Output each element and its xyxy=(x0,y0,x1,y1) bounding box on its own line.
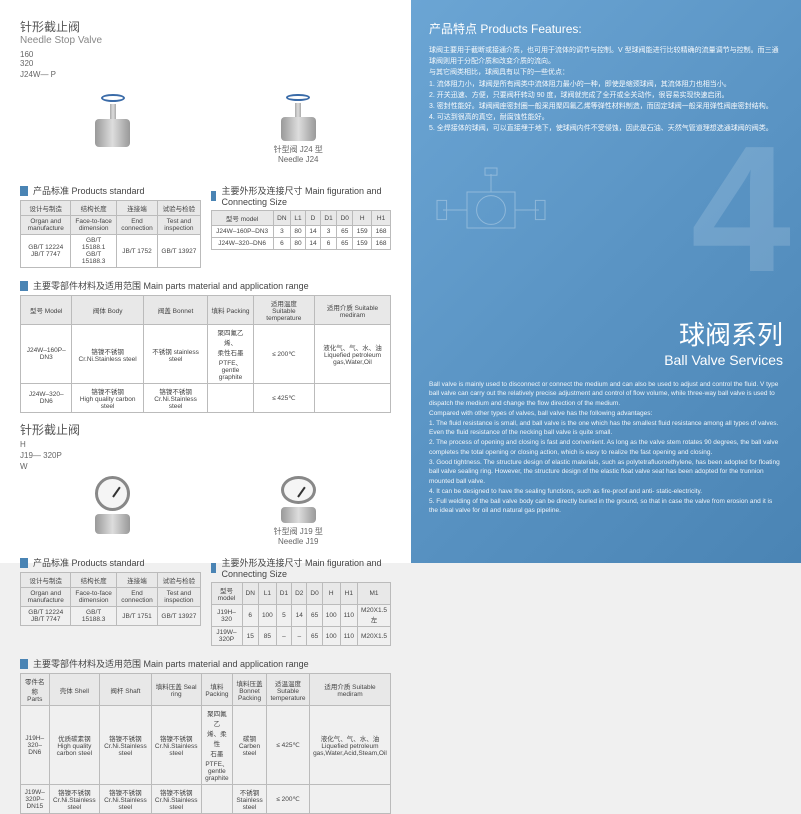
product-image-row1: 针型阀 J24 型 Needle J24 xyxy=(20,84,391,174)
ball-title-en: Ball Valve Services xyxy=(429,352,783,368)
sec2-w: W xyxy=(20,462,391,471)
features-text-en: Ball valve is mainly used to disconnect … xyxy=(429,380,783,517)
fig-header-2: 主要外形及连接尺寸 Main figuration and Connecting… xyxy=(211,556,392,579)
section1-header: 针形截止阀 Needle Stop Valve 160 320 J24W— P xyxy=(20,18,391,79)
left-page: 针形截止阀 Needle Stop Valve 160 320 J24W— P … xyxy=(0,0,411,563)
sec2-cn-title: 针形截止阀 xyxy=(20,421,391,438)
sec1-en-title: Needle Stop Valve xyxy=(20,35,391,46)
std-header: 产品标准 Products standard xyxy=(20,184,201,197)
sec1-model2: J24W— P xyxy=(20,70,391,79)
valve-diagram-3 xyxy=(88,476,138,546)
sec1-model: 160 320 xyxy=(20,50,391,68)
features-text-cn: 球阀主要用于截断或接通介质，也可用于流体的调节与控制。V 型球阀能进行比较精确的… xyxy=(429,45,783,135)
features-title: 产品特点 Products Features: xyxy=(429,20,783,37)
valve-diagram-1 xyxy=(88,94,138,164)
parts-table-2: 零件名称 Parts壳体 Shell阀杆 Shaft填料压盖 Seal ring… xyxy=(20,673,391,814)
fig-header: 主要外形及连接尺寸 Main figuration and Connecting… xyxy=(211,184,392,207)
std-table-1: 设计与制造结构长度连接端试验与检验Organ and manufactureFa… xyxy=(20,200,201,268)
right-page: 4 产品特点 Products Features: 球阀主要用于截断或接通介质，… xyxy=(411,0,801,563)
parts-header: 主要零部件材料及适用范围 Main parts material and app… xyxy=(20,279,391,292)
valve-diagram-2: 针型阀 J24 型 Needle J24 xyxy=(273,94,323,164)
sec2-model: J19— 320P xyxy=(20,451,391,460)
valve-diagram-4: 针型阀 J19 型 Needle J19 xyxy=(273,476,323,546)
fig-table-1: 型号 modelDNL1DD1D0HH1J24W–160P–DN33801436… xyxy=(211,210,392,250)
sec1-cn-title: 针形截止阀 xyxy=(20,18,391,35)
fig-table-2: 型号 modelDNL1D1D2D0HH1M1J19H–320610051465… xyxy=(211,582,392,646)
ball-title-cn: 球阀系列 xyxy=(429,315,783,352)
product-image-row2: 针型阀 J19 型 Needle J19 xyxy=(20,476,391,546)
section2-header: 针形截止阀 H J19— 320P W xyxy=(20,421,391,471)
parts-table-1: 型号 Model阀体 Body阀盖 Bonnet填料 Packing适用温度 S… xyxy=(20,295,391,413)
parts-header-2: 主要零部件材料及适用范围 Main parts material and app… xyxy=(20,657,391,670)
sec2-h: H xyxy=(20,440,391,449)
std-table-2: 设计与制造结构长度连接端试验与检验Organ and manufactureFa… xyxy=(20,572,201,626)
